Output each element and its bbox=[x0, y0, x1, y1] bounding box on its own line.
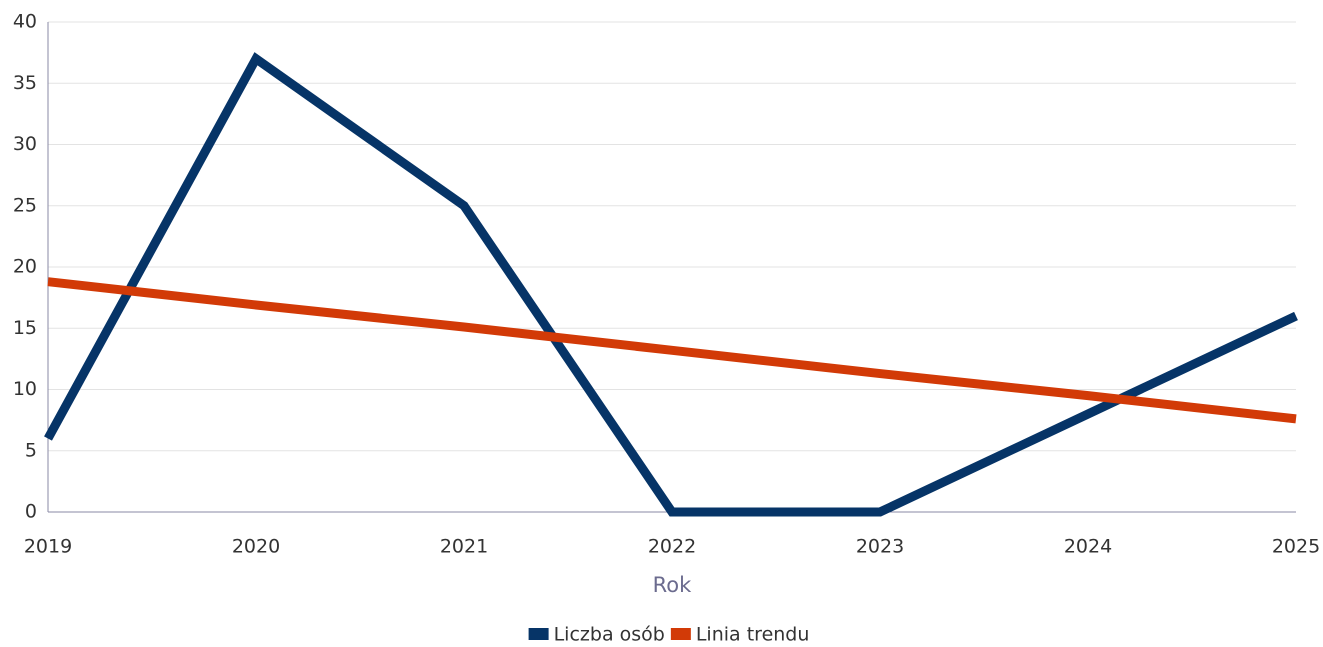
y-tick-label: 35 bbox=[13, 72, 37, 94]
y-tick-label: 15 bbox=[13, 317, 37, 339]
y-tick-label: 25 bbox=[13, 194, 37, 216]
y-tick-label: 30 bbox=[13, 133, 37, 155]
y-tick-label: 5 bbox=[25, 439, 37, 461]
y-tick-label: 0 bbox=[25, 501, 37, 523]
series-line bbox=[47, 277, 1297, 424]
x-tick-label: 2021 bbox=[440, 536, 488, 558]
y-tick-label: 40 bbox=[13, 11, 37, 33]
legend: Liczba osób Linia trendu bbox=[528, 624, 810, 646]
legend-swatch bbox=[528, 628, 549, 640]
x-tick-label: 2025 bbox=[1272, 536, 1320, 558]
x-axis-label: Rok bbox=[653, 573, 692, 597]
x-tick-label: 2024 bbox=[1064, 536, 1112, 558]
legend-swatch bbox=[670, 628, 691, 640]
series-line bbox=[44, 52, 1298, 517]
legend-label: Liczba osób bbox=[554, 624, 665, 646]
x-tick-label: 2020 bbox=[232, 536, 280, 558]
y-tick-label: 10 bbox=[13, 378, 37, 400]
x-tick-label: 2022 bbox=[648, 536, 696, 558]
y-tick-label: 20 bbox=[13, 256, 37, 278]
x-tick-label: 2019 bbox=[24, 536, 72, 558]
legend-label: Linia trendu bbox=[696, 624, 810, 646]
x-tick-label: 2023 bbox=[856, 536, 904, 558]
